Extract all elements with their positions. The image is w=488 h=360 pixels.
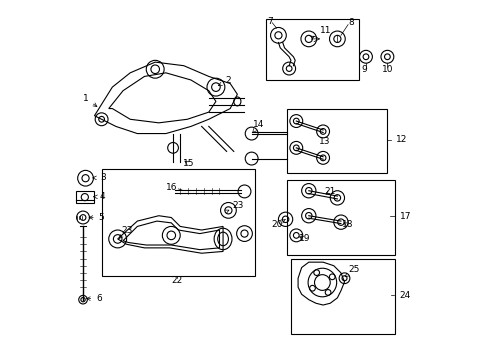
- Bar: [287, 109, 386, 173]
- Text: 13: 13: [319, 137, 330, 146]
- Bar: [76, 191, 94, 203]
- Text: 5: 5: [89, 213, 104, 222]
- Text: 16: 16: [165, 183, 177, 192]
- Text: 14: 14: [252, 120, 264, 132]
- Text: 6: 6: [86, 294, 102, 303]
- Text: 23: 23: [119, 225, 132, 238]
- Text: 4: 4: [94, 192, 105, 201]
- Text: 19: 19: [298, 234, 309, 243]
- Bar: [290, 258, 394, 334]
- Text: 8: 8: [347, 18, 353, 27]
- Text: 12: 12: [395, 135, 407, 144]
- Text: 11: 11: [309, 26, 331, 40]
- Text: 10: 10: [381, 66, 392, 75]
- Bar: [287, 180, 394, 255]
- Text: 3: 3: [93, 174, 105, 183]
- Text: 17: 17: [399, 212, 411, 221]
- Text: 7: 7: [267, 17, 272, 26]
- Text: 15: 15: [183, 159, 195, 168]
- Text: 1: 1: [82, 94, 97, 107]
- Text: 20: 20: [270, 220, 285, 229]
- Bar: [265, 19, 358, 80]
- Text: 9: 9: [361, 66, 366, 75]
- Text: 21: 21: [324, 187, 335, 196]
- Text: 22: 22: [171, 276, 182, 285]
- Text: 18: 18: [341, 220, 352, 229]
- Text: 24: 24: [398, 291, 409, 300]
- Text: 23: 23: [224, 201, 243, 213]
- Bar: [102, 169, 255, 276]
- Text: 2: 2: [218, 76, 231, 86]
- Text: 25: 25: [345, 265, 360, 277]
